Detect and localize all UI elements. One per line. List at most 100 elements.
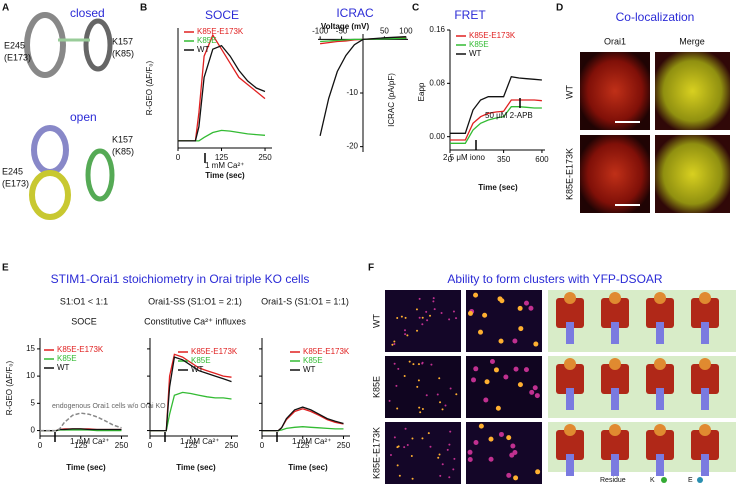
cluster-dot xyxy=(478,329,484,335)
cluster-dot xyxy=(503,374,509,380)
y-tick-label: 0.08 xyxy=(429,78,445,87)
cluster-dot xyxy=(406,444,409,447)
y-tick-label: 5 xyxy=(31,398,36,407)
cluster-dot xyxy=(404,333,407,336)
cluster-dot xyxy=(421,316,424,319)
chart-title: SOCE xyxy=(205,8,239,22)
chart-header: Orai1-S (S1:O1 = 1:1) xyxy=(261,296,349,306)
residue: (K85) xyxy=(112,146,134,156)
cluster-dot xyxy=(498,338,504,344)
cluster-dot xyxy=(448,476,451,479)
cluster-dot xyxy=(467,310,473,316)
cluster-dot xyxy=(398,474,401,477)
cluster-dot xyxy=(529,389,535,395)
cluster-dot xyxy=(397,445,400,448)
annotation: 50 μM 2-APB xyxy=(485,111,533,120)
cluster-dot xyxy=(404,427,407,430)
cluster-dot xyxy=(432,297,435,300)
cluster-dot xyxy=(412,363,415,366)
cluster-dot xyxy=(400,315,403,318)
cluster-dot xyxy=(421,362,424,365)
cluster-dot xyxy=(483,397,489,403)
cluster-dot xyxy=(498,431,504,437)
cluster-dot xyxy=(410,455,413,458)
cluster-dot xyxy=(418,297,421,300)
cluster-dot xyxy=(415,308,418,311)
cluster-dot xyxy=(417,379,420,382)
cluster-dot xyxy=(532,385,538,391)
cartoon xyxy=(564,292,576,304)
chart-title: SOCE xyxy=(71,316,97,326)
cartoon xyxy=(654,358,666,370)
chart-header: S1:O1 < 1:1 xyxy=(60,296,108,306)
y-tick-label: 10 xyxy=(26,371,35,380)
cluster-dot xyxy=(506,472,512,478)
cluster-dot xyxy=(448,318,451,321)
row-label: WT xyxy=(371,314,381,328)
legend-label: WT xyxy=(191,365,204,374)
cluster-dot xyxy=(467,449,473,455)
cluster-dot xyxy=(523,300,529,306)
chart-title: Constitutive Ca²⁺ influxes xyxy=(144,316,246,326)
x-axis-label: Time (sec) xyxy=(176,463,216,472)
residue: K157 xyxy=(112,36,133,46)
micrographs xyxy=(580,52,730,213)
cluster-dot xyxy=(510,443,516,449)
cluster-dot xyxy=(393,343,396,346)
y-axis-label: R-GEO (ΔF/F₀) xyxy=(5,360,14,415)
cluster-dot xyxy=(406,334,409,337)
row-label: K85E-E173K xyxy=(371,427,381,479)
panel-title: Co-localization xyxy=(616,10,695,24)
cluster-dot xyxy=(452,310,455,313)
cluster-dot xyxy=(473,292,479,298)
cluster-dot xyxy=(438,377,441,380)
cartoon xyxy=(566,322,574,344)
chart-title: ICRAC xyxy=(336,6,374,20)
cluster-dot xyxy=(403,329,406,332)
cluster-dot xyxy=(433,308,436,311)
legend-label: WT xyxy=(303,365,316,374)
panel-letter: A xyxy=(2,3,9,14)
cartoon xyxy=(611,388,619,410)
cluster-dot xyxy=(421,407,424,410)
cartoon xyxy=(656,322,664,344)
label-open: open xyxy=(70,110,97,124)
residue: K157 xyxy=(112,134,133,144)
column-header: Orai1 xyxy=(604,36,626,46)
x-tick-label: 50 xyxy=(380,26,389,35)
cartoon xyxy=(601,298,629,328)
structure-open xyxy=(29,125,115,220)
cluster-dot xyxy=(395,384,398,387)
cluster-dot xyxy=(493,367,499,373)
cluster-dot xyxy=(396,316,399,319)
x-tick-label: 100 xyxy=(399,26,413,35)
cluster-dot xyxy=(436,393,439,396)
series-line xyxy=(450,99,542,141)
cluster-dot xyxy=(533,341,539,347)
cluster-dot xyxy=(448,443,451,446)
cartoon xyxy=(656,454,664,476)
cluster-dot xyxy=(518,326,524,332)
cluster-dot xyxy=(396,464,399,467)
cluster-dot xyxy=(513,366,519,372)
cluster-dot xyxy=(416,329,419,332)
cluster-dot xyxy=(403,446,406,449)
legend-label: WT xyxy=(57,363,70,372)
cluster-dot xyxy=(432,300,435,303)
cluster-dot xyxy=(517,382,523,388)
legend-label: K85E-E173K xyxy=(197,27,244,36)
chart-title: FRET xyxy=(454,8,486,22)
y-tick-label: 0.00 xyxy=(429,132,445,141)
cluster-dot xyxy=(408,360,411,363)
cluster-dot xyxy=(467,456,473,462)
x-tick-label: 125 xyxy=(74,441,88,450)
legend-label: K85E-E173K xyxy=(57,345,104,354)
x-tick-label: -50 xyxy=(336,26,348,35)
cluster-dot xyxy=(438,453,441,456)
cluster-dot xyxy=(411,477,414,480)
cartoon xyxy=(609,358,621,370)
legend-label: WT xyxy=(469,49,482,58)
cluster-dot xyxy=(455,317,458,320)
cluster-dot xyxy=(488,456,494,462)
cartoon xyxy=(701,388,709,410)
